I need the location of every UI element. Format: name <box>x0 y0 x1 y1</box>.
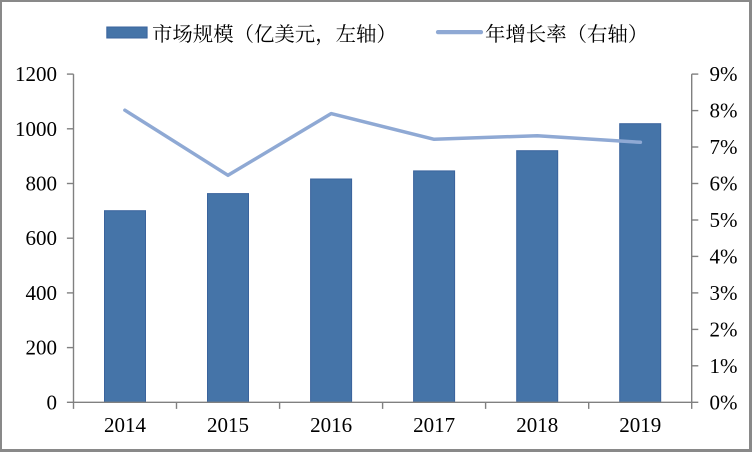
svg-text:0: 0 <box>47 390 58 414</box>
svg-text:4%: 4% <box>710 244 738 268</box>
svg-text:6%: 6% <box>710 172 738 196</box>
svg-text:3%: 3% <box>710 281 738 305</box>
svg-text:1200: 1200 <box>15 62 57 86</box>
svg-text:800: 800 <box>26 172 58 196</box>
svg-text:2014: 2014 <box>104 413 147 437</box>
svg-text:7%: 7% <box>710 135 738 159</box>
svg-text:2016: 2016 <box>310 413 352 437</box>
svg-text:400: 400 <box>26 281 58 305</box>
svg-text:2018: 2018 <box>516 413 558 437</box>
svg-text:1000: 1000 <box>15 117 57 141</box>
svg-text:2019: 2019 <box>619 413 661 437</box>
svg-text:2%: 2% <box>710 317 738 341</box>
svg-text:2015: 2015 <box>207 413 249 437</box>
svg-text:5%: 5% <box>710 208 738 232</box>
svg-text:200: 200 <box>26 336 58 360</box>
svg-text:9%: 9% <box>710 62 738 86</box>
svg-text:0%: 0% <box>710 390 738 414</box>
svg-text:2017: 2017 <box>413 413 455 437</box>
svg-text:8%: 8% <box>710 99 738 123</box>
svg-text:600: 600 <box>26 226 58 250</box>
svg-text:1%: 1% <box>710 354 738 378</box>
